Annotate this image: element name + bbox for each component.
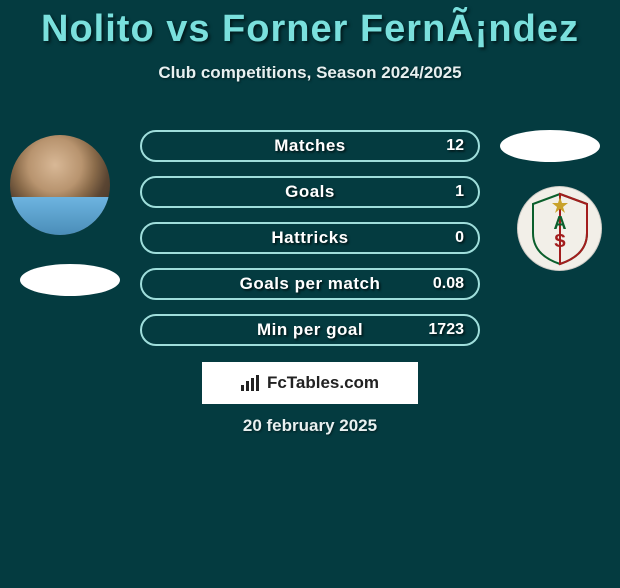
shield-icon: A S xyxy=(527,191,593,267)
stat-label: Matches xyxy=(274,136,346,156)
player-left-avatar xyxy=(10,135,110,235)
svg-text:A: A xyxy=(553,213,566,233)
stat-row: Hattricks 0 xyxy=(140,222,480,254)
bar-chart-icon xyxy=(241,375,261,391)
brand-text: FcTables.com xyxy=(267,373,379,393)
stat-row: Matches 12 xyxy=(140,130,480,162)
stat-row: Min per goal 1723 xyxy=(140,314,480,346)
footer-date: 20 february 2025 xyxy=(0,416,620,436)
brand-badge: FcTables.com xyxy=(202,362,418,404)
page-title: Nolito vs Forner FernÃ¡ndez xyxy=(0,8,620,51)
stat-value-right: 1723 xyxy=(428,321,464,339)
stat-value-right: 1 xyxy=(455,183,464,201)
stat-row: Goals per match 0.08 xyxy=(140,268,480,300)
page-subtitle: Club competitions, Season 2024/2025 xyxy=(0,63,620,83)
stat-value-right: 0 xyxy=(455,229,464,247)
stats-table: Matches 12 Goals 1 Hattricks 0 Goals per… xyxy=(140,130,480,360)
stat-row: Goals 1 xyxy=(140,176,480,208)
stat-label: Hattricks xyxy=(271,228,348,248)
stat-label: Min per goal xyxy=(257,320,363,340)
stat-value-right: 0.08 xyxy=(433,275,464,293)
stat-value-right: 12 xyxy=(446,137,464,155)
stat-label: Goals per match xyxy=(240,274,381,294)
team-right-crest: A S xyxy=(517,186,602,271)
team-right-badge-top xyxy=(500,130,600,162)
stat-label: Goals xyxy=(285,182,335,202)
team-left-badge xyxy=(20,264,120,296)
svg-text:S: S xyxy=(553,231,565,251)
